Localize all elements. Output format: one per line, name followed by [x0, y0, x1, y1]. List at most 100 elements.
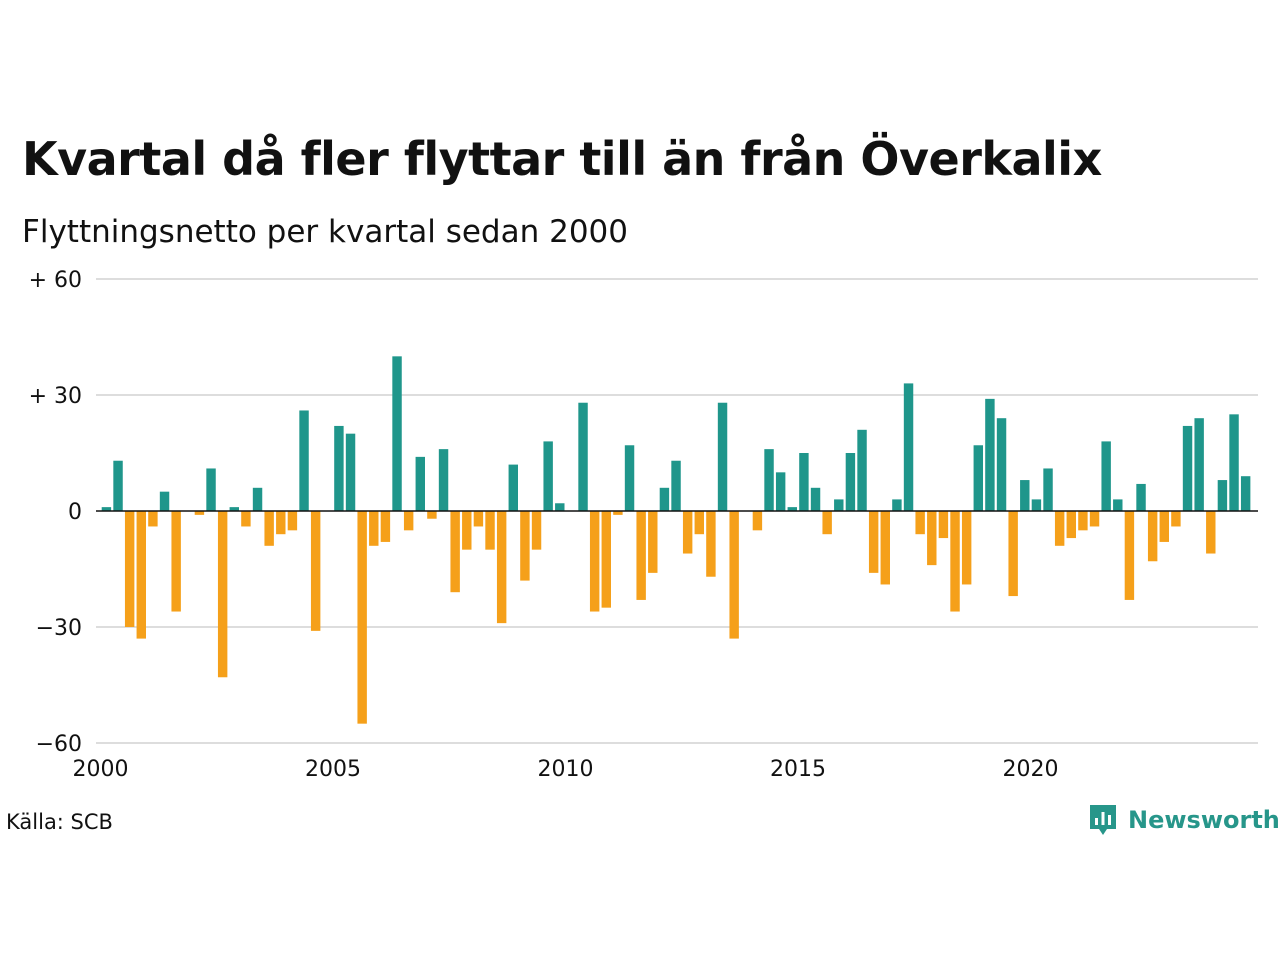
bar-2006Q4	[415, 456, 425, 511]
bar-2022Q3	[1147, 511, 1158, 562]
bar-2003Q1	[241, 511, 251, 527]
source-label: Källa: SCB	[6, 810, 113, 834]
bar-2008Q1	[473, 511, 484, 527]
bar-2009Q3	[543, 441, 553, 511]
bar-2002Q2	[206, 468, 216, 511]
bar-2021Q2	[1089, 511, 1100, 527]
bar-2013Q1	[706, 511, 716, 577]
bar-2017Q1	[892, 499, 902, 511]
bar-2003Q4	[276, 511, 286, 535]
bar-2023Q1	[1171, 511, 1181, 527]
bar-2002Q1	[194, 511, 205, 515]
bar-chart-speech-bubble-icon	[1090, 805, 1116, 835]
bar-2008Q4	[508, 464, 518, 511]
bar-2014Q3	[775, 472, 786, 511]
y-tick-label: −30	[36, 616, 82, 641]
bar-2003Q2	[252, 487, 263, 511]
bar-2022Q4	[1159, 511, 1169, 542]
bar-2001Q3	[171, 511, 181, 612]
bar-2020Q3	[1054, 511, 1065, 546]
bar-2015Q3	[822, 511, 832, 535]
bar-2000Q1	[101, 507, 112, 511]
bar-2019Q4	[1020, 480, 1030, 511]
chart-title: Kvartal då fler flyttar till än från Öve…	[22, 132, 1102, 186]
bar-2020Q1	[1031, 499, 1042, 511]
bar-2000Q4	[136, 511, 146, 639]
bar-2014Q2	[764, 449, 774, 511]
bar-2001Q1	[148, 511, 158, 527]
bar-2020Q4	[1066, 511, 1076, 539]
bar-2018Q4	[973, 445, 983, 511]
bar-2024Q2	[1229, 414, 1239, 511]
bar-2020Q2	[1043, 468, 1053, 511]
bar-2002Q4	[229, 507, 239, 511]
bar-2024Q3	[1240, 476, 1251, 511]
x-tick-label: 2020	[1003, 757, 1059, 782]
bar-2016Q3	[868, 511, 879, 573]
bar-2012Q2	[671, 460, 681, 511]
grid-lines	[96, 278, 1258, 744]
bar-2017Q2	[903, 383, 914, 511]
bar-2019Q1	[985, 398, 995, 511]
bar-2011Q2	[624, 445, 635, 511]
bar-2023Q2	[1182, 425, 1193, 511]
bar-2023Q4	[1206, 511, 1216, 554]
bar-2013Q3	[729, 511, 739, 639]
x-tick-label: 2000	[73, 757, 129, 782]
bar-2014Q1	[752, 511, 763, 531]
bar-2016Q1	[845, 453, 856, 511]
bar-2018Q2	[950, 511, 960, 612]
bar-2006Q3	[403, 511, 414, 531]
bar-2009Q1	[520, 511, 530, 581]
bar-2004Q3	[310, 511, 321, 631]
bar-2005Q3	[357, 511, 367, 724]
bar-2007Q2	[438, 449, 449, 511]
bar-2024Q1	[1217, 480, 1228, 511]
bar-2010Q3	[589, 511, 600, 612]
bar-2004Q2	[299, 410, 309, 511]
bar-2004Q1	[287, 511, 298, 531]
x-tick-label: 2005	[305, 757, 361, 782]
bar-chart: + 60 + 30 0 −30 −60 2000 2005 2010 2015 2020	[29, 268, 1258, 782]
bar-2007Q1	[427, 511, 437, 519]
bar-2009Q2	[531, 511, 542, 550]
bar-2010Q2	[578, 402, 588, 511]
bar-2017Q4	[927, 511, 937, 566]
bar-2014Q4	[787, 507, 797, 511]
bar-2008Q2	[485, 511, 495, 550]
bar-2000Q2	[113, 460, 123, 511]
bar-2005Q2	[345, 433, 356, 511]
bar-2005Q4	[369, 511, 379, 546]
bar-2015Q4	[834, 499, 844, 511]
bar-2016Q2	[857, 429, 867, 511]
x-tick-label: 2010	[538, 757, 594, 782]
y-tick-label: + 60	[29, 268, 82, 293]
bars	[101, 356, 1251, 724]
bar-2013Q2	[717, 402, 728, 511]
bar-2003Q3	[264, 511, 274, 546]
bar-2011Q3	[636, 511, 646, 600]
bar-2015Q2	[810, 487, 821, 511]
bar-2007Q3	[450, 511, 460, 593]
bar-2012Q3	[682, 511, 693, 554]
bar-2015Q1	[799, 453, 809, 511]
bar-2000Q3	[124, 511, 135, 627]
bar-2018Q3	[961, 511, 972, 585]
bar-2006Q2	[392, 356, 402, 511]
bar-2022Q2	[1136, 483, 1146, 511]
x-tick-label: 2015	[770, 757, 826, 782]
brand-name: Newsworthy	[1128, 806, 1280, 834]
bar-2008Q3	[496, 511, 507, 624]
bar-2001Q2	[159, 491, 170, 511]
bar-2005Q1	[334, 425, 344, 511]
x-axis-tick-labels: 2000 2005 2010 2015 2020	[73, 757, 1059, 782]
bar-2002Q3	[217, 511, 228, 678]
y-tick-label: 0	[68, 500, 82, 525]
bar-2012Q4	[694, 511, 704, 535]
chart-subtitle: Flyttningsnetto per kvartal sedan 2000	[22, 214, 628, 250]
y-axis-tick-labels: + 60 + 30 0 −30 −60	[29, 268, 82, 757]
bar-2010Q4	[601, 511, 611, 608]
y-tick-label: + 30	[29, 384, 82, 409]
bar-2021Q3	[1101, 441, 1111, 511]
bar-2011Q4	[648, 511, 658, 573]
